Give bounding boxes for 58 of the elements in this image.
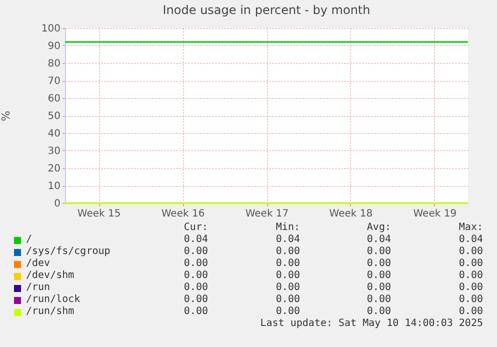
text: 0.00 <box>276 282 300 294</box>
text: 0.00 <box>458 270 483 282</box>
legend-label: /sys/fs/cgroup <box>26 246 110 258</box>
text: 0.00 <box>458 282 483 294</box>
x-tick-label: Week 17 <box>245 208 289 220</box>
text: 0.04 <box>276 234 300 246</box>
text: 0.00 <box>184 258 208 270</box>
text: 0.00 <box>458 306 483 318</box>
text: 0.00 <box>458 258 483 270</box>
y-axis-title: % <box>0 110 12 122</box>
text: 0.00 <box>184 306 208 318</box>
text: Last update: Sat May 10 14:00:03 2025 <box>260 318 483 330</box>
text: Cur: <box>184 222 208 234</box>
text: 0.04 <box>366 234 391 246</box>
chart-title: Inode usage in percent - by month <box>162 3 370 17</box>
text: 0.00 <box>276 246 300 258</box>
text: 0.00 <box>458 246 483 258</box>
text: 0.00 <box>366 246 391 258</box>
x-tick-label: Week 18 <box>329 208 373 220</box>
y-tick-label: 100 <box>41 24 60 34</box>
text: 0.00 <box>366 258 391 270</box>
y-tick-label: 40 <box>48 128 60 140</box>
text: 0.04 <box>458 234 483 246</box>
text: 0.00 <box>184 270 208 282</box>
y-tick-label: 10 <box>48 181 60 192</box>
legend-label: /dev <box>26 258 50 270</box>
x-tick-label: Week 15 <box>77 208 121 220</box>
text: Min: <box>276 222 300 234</box>
x-tick-label: Week 16 <box>161 208 205 220</box>
text: 0.00 <box>366 282 391 294</box>
y-tick-label: 70 <box>48 76 60 87</box>
text: 0.00 <box>276 258 300 270</box>
text: 0.00 <box>366 306 391 318</box>
text: 0.00 <box>184 294 208 306</box>
text: 0.04 <box>184 234 208 246</box>
y-tick-label: 30 <box>48 146 60 157</box>
y-tick-label: 90 <box>48 41 60 52</box>
text: 0.00 <box>366 294 391 306</box>
legend-label: /run/shm <box>26 306 74 318</box>
y-tick-label: 0 <box>54 198 60 210</box>
text: 0.00 <box>276 294 300 306</box>
x-tick-label: Week 19 <box>413 208 457 220</box>
text: 0.00 <box>276 270 300 282</box>
text: 0.00 <box>366 270 391 282</box>
y-tick-label: 80 <box>48 58 60 70</box>
legend-label: /run/lock <box>26 294 80 306</box>
text: 0.00 <box>184 282 208 294</box>
y-tick-label: 50 <box>48 111 60 122</box>
text: 0.00 <box>276 306 300 318</box>
legend-label: / <box>26 234 32 246</box>
text: Max: <box>458 222 483 234</box>
legend-label: /run <box>26 282 50 294</box>
y-tick-label: 60 <box>48 94 60 104</box>
text: 0.00 <box>184 246 208 258</box>
text: Avg: <box>366 222 391 234</box>
y-tick-label: 20 <box>48 164 60 174</box>
legend-label: /dev/shm <box>26 270 74 282</box>
text: 0.00 <box>458 294 483 306</box>
